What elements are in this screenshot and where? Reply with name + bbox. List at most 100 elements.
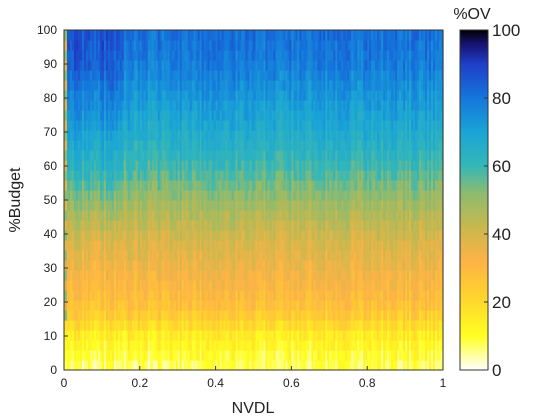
heatmap-cell xyxy=(245,70,249,81)
heatmap-cell xyxy=(259,350,263,361)
heatmap-cell xyxy=(347,320,350,331)
heatmap-cell xyxy=(147,180,151,191)
heatmap-cell xyxy=(163,210,167,221)
heatmap-cell xyxy=(99,310,103,321)
heatmap-cell xyxy=(273,140,277,151)
heatmap-cell xyxy=(349,210,352,221)
heatmap-cell xyxy=(289,30,292,41)
heatmap-cell xyxy=(317,170,320,181)
heatmap-cell xyxy=(325,190,328,201)
heatmap-cell xyxy=(165,270,169,281)
heatmap-cell xyxy=(341,90,344,101)
heatmap-cell xyxy=(177,320,181,331)
heatmap-cell xyxy=(271,310,275,321)
heatmap-cell xyxy=(243,280,247,291)
heatmap-cell xyxy=(349,60,352,71)
heatmap-cell xyxy=(117,130,121,141)
heatmap-cell xyxy=(305,30,308,41)
heatmap-cell xyxy=(195,160,199,171)
heatmap-cell xyxy=(259,250,263,261)
heatmap-cell xyxy=(141,200,145,211)
heatmap-cell xyxy=(67,360,71,371)
heatmap-cell xyxy=(337,80,340,91)
heatmap-cell xyxy=(319,350,322,361)
heatmap-cell xyxy=(95,210,99,221)
heatmap-cell xyxy=(267,100,271,111)
heatmap-cell xyxy=(313,150,316,161)
heatmap-cell xyxy=(267,130,271,141)
heatmap-cell xyxy=(227,270,231,281)
heatmap-cell xyxy=(175,210,179,221)
heatmap-cell xyxy=(199,220,203,231)
heatmap-cell xyxy=(129,60,133,71)
heatmap-cell xyxy=(101,110,105,121)
heatmap-cell xyxy=(351,60,354,71)
heatmap-cell xyxy=(235,70,239,81)
heatmap-cell xyxy=(107,150,111,161)
heatmap-cell xyxy=(239,190,243,201)
heatmap-cell xyxy=(151,310,155,321)
heatmap-cell xyxy=(247,220,251,231)
heatmap-cell xyxy=(113,70,117,81)
heatmap-cell xyxy=(355,300,358,311)
heatmap-cell xyxy=(265,140,269,151)
heatmap-cell xyxy=(255,150,259,161)
heatmap-cell xyxy=(147,90,151,101)
heatmap-cell xyxy=(175,190,179,201)
heatmap-cell xyxy=(157,170,161,181)
heatmap-cell xyxy=(287,50,290,61)
heatmap-cell xyxy=(339,120,342,131)
heatmap-cell xyxy=(321,260,324,271)
heatmap-cell xyxy=(265,240,269,251)
heatmap-cell xyxy=(119,140,123,151)
heatmap-cell xyxy=(197,240,201,251)
heatmap-cell xyxy=(277,180,281,191)
heatmap-cell xyxy=(213,210,217,221)
heatmap-cell xyxy=(229,230,233,241)
heatmap-cell xyxy=(137,320,141,331)
heatmap-cell xyxy=(241,350,245,361)
heatmap-cell xyxy=(249,40,253,51)
heatmap-cell xyxy=(107,320,111,331)
heatmap-cell xyxy=(275,290,279,301)
heatmap-cell xyxy=(263,110,267,121)
heatmap-cell xyxy=(67,350,71,361)
heatmap-cell xyxy=(139,170,143,181)
heatmap-cell xyxy=(99,320,103,331)
heatmap-cell xyxy=(167,320,171,331)
heatmap-cell xyxy=(109,160,113,171)
heatmap-cell xyxy=(139,190,143,201)
heatmap-cell xyxy=(121,290,125,301)
heatmap-cell xyxy=(323,90,326,101)
heatmap-cell xyxy=(315,250,318,261)
heatmap-cell xyxy=(147,30,151,41)
heatmap-cell xyxy=(183,160,187,171)
heatmap-cell xyxy=(99,190,103,201)
heatmap-cell xyxy=(323,310,326,321)
heatmap-cell xyxy=(331,210,334,221)
heatmap-cell xyxy=(297,90,300,101)
heatmap-cell xyxy=(303,340,306,351)
heatmap-cell xyxy=(321,250,324,261)
heatmap-cell xyxy=(155,90,159,101)
heatmap-cell xyxy=(171,300,175,311)
heatmap-cell xyxy=(327,110,330,121)
heatmap-cell xyxy=(313,90,316,101)
heatmap-cell xyxy=(159,170,163,181)
heatmap-cell xyxy=(91,100,95,111)
heatmap-cell xyxy=(343,350,346,361)
heatmap-cell xyxy=(313,360,316,371)
heatmap-cell xyxy=(339,60,342,71)
heatmap-cell xyxy=(261,110,265,121)
heatmap-cell xyxy=(135,50,139,61)
heatmap-cell xyxy=(97,270,101,281)
heatmap-cell xyxy=(175,270,179,281)
heatmap-cell xyxy=(165,260,169,271)
heatmap-cell xyxy=(157,270,161,281)
heatmap-cell xyxy=(109,230,113,241)
heatmap-cell xyxy=(181,310,185,321)
heatmap-cell xyxy=(235,290,239,301)
heatmap-cell xyxy=(73,60,77,71)
heatmap-cell xyxy=(77,340,81,351)
heatmap-cell xyxy=(267,220,271,231)
